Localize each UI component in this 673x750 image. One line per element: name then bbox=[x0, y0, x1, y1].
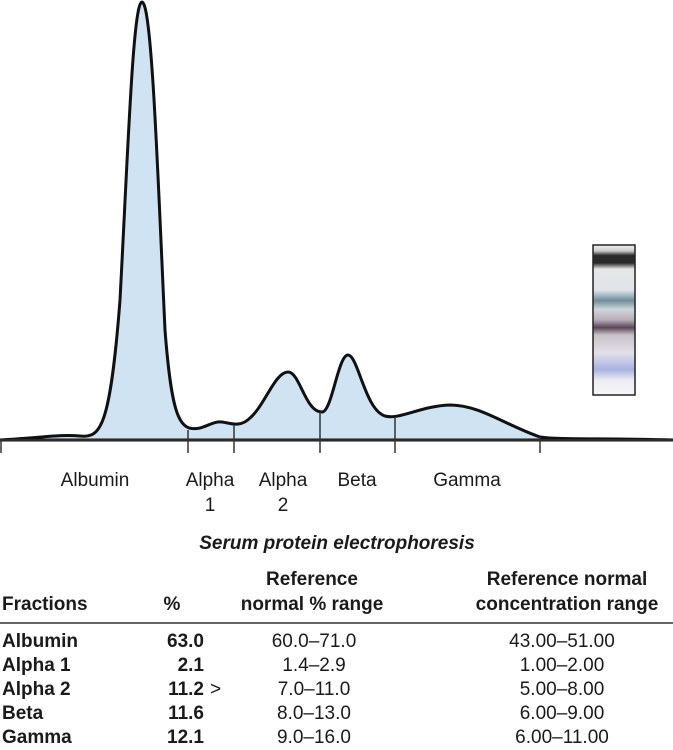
fraction-name: Albumin bbox=[2, 631, 78, 652]
table-header: Fractions bbox=[2, 594, 88, 615]
reference-concentration: 6.00–11.00 bbox=[515, 727, 609, 748]
table-header: concentration range bbox=[476, 594, 659, 615]
reference-percent: 60.0–71.0 bbox=[272, 631, 357, 652]
caption: Serum protein electrophoresis bbox=[199, 533, 475, 554]
reference-concentration: 5.00–8.00 bbox=[520, 679, 605, 700]
reference-concentration: 43.00–51.00 bbox=[509, 631, 615, 652]
table-header: Reference bbox=[266, 569, 358, 590]
fraction-label: Gamma bbox=[433, 470, 501, 491]
densitometry-curve bbox=[0, 0, 673, 442]
percent: 11.2 bbox=[168, 679, 204, 700]
reference-concentration: 1.00–2.00 bbox=[520, 655, 605, 676]
fraction-name: Alpha 1 bbox=[2, 655, 71, 676]
axis bbox=[0, 412, 673, 453]
fraction-label: Alpha bbox=[186, 470, 235, 491]
fraction-label: Alpha bbox=[259, 470, 308, 491]
percent: 2.1 bbox=[178, 655, 205, 676]
reference-percent: 8.0–13.0 bbox=[277, 703, 351, 724]
reference-percent: 9.0–16.0 bbox=[277, 727, 351, 748]
fraction-label: Albumin bbox=[61, 470, 130, 491]
reference-percent: 7.0–11.0 bbox=[278, 679, 351, 700]
reference-concentration: 6.00–9.00 bbox=[520, 703, 605, 724]
percent: 12.1 bbox=[167, 727, 204, 748]
reference-percent: 1.4–2.9 bbox=[282, 655, 345, 676]
flag: > bbox=[210, 679, 221, 700]
fraction-name: Alpha 2 bbox=[2, 679, 71, 700]
gel-strip bbox=[592, 244, 636, 396]
percent: 11.6 bbox=[168, 703, 204, 724]
fraction-name: Beta bbox=[2, 703, 44, 724]
table-header: % bbox=[164, 594, 181, 615]
fraction-name: Gamma bbox=[2, 727, 72, 748]
fraction-label: Beta bbox=[337, 470, 377, 491]
fraction-label: 2 bbox=[278, 495, 289, 516]
table-header: normal % range bbox=[241, 594, 384, 615]
percent: 63.0 bbox=[167, 631, 204, 652]
fraction-label: 1 bbox=[205, 495, 216, 516]
table-body: Albumin 63.0 60.0–71.0 43.00–51.00 Alpha 1 2.… bbox=[2, 631, 615, 748]
table-header: Reference normal bbox=[487, 569, 648, 590]
